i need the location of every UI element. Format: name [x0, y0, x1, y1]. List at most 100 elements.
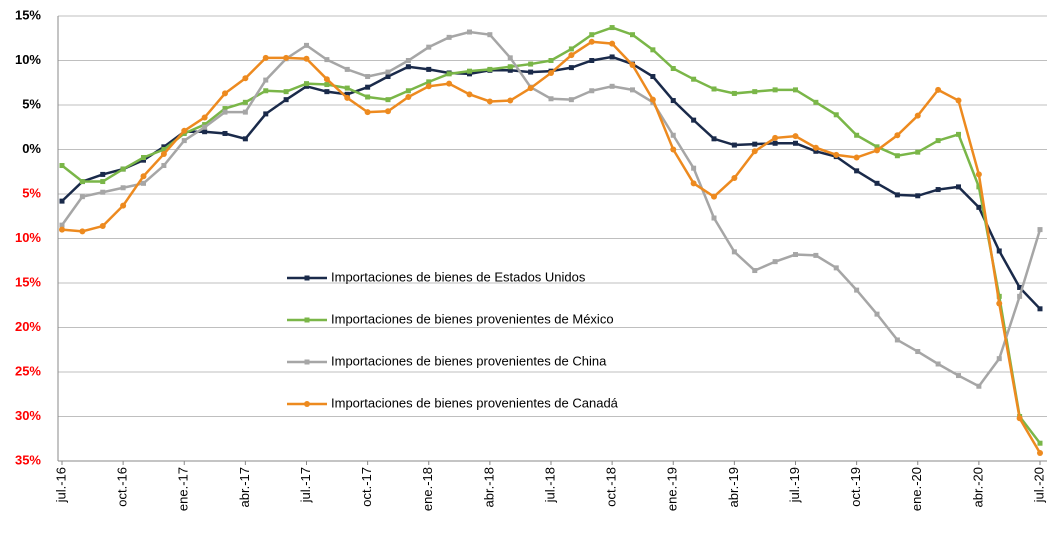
- data-point: [487, 32, 493, 38]
- data-point: [813, 252, 819, 258]
- data-point: [915, 193, 921, 199]
- data-point: [263, 111, 269, 117]
- data-point: [772, 87, 778, 93]
- data-point: [304, 83, 309, 89]
- data-point: [1017, 284, 1023, 290]
- data-point: [303, 55, 310, 62]
- data-point: [222, 106, 228, 112]
- y-tick-label: 0%: [22, 141, 41, 156]
- data-point: [426, 79, 432, 85]
- data-point: [996, 356, 1002, 362]
- data-point: [996, 248, 1002, 254]
- x-tick-label: oct.-18: [604, 467, 619, 507]
- data-point: [385, 69, 391, 75]
- data-point: [650, 74, 656, 80]
- data-point: [711, 136, 717, 142]
- data-point: [731, 174, 738, 181]
- data-point: [1037, 449, 1043, 456]
- x-tick-label: jul.-17: [298, 467, 313, 503]
- data-point: [100, 189, 106, 195]
- data-point: [405, 64, 411, 70]
- data-point: [976, 184, 982, 190]
- data-point: [344, 94, 351, 101]
- data-point: [222, 109, 228, 115]
- x-tick-label: ene.-18: [420, 467, 435, 511]
- series-line: [61, 40, 1042, 454]
- data-point: [263, 77, 269, 83]
- x-tick-label: jul.-20: [1031, 467, 1046, 503]
- data-point: [854, 287, 860, 293]
- data-point: [649, 96, 656, 103]
- data-point: [833, 112, 839, 118]
- data-point: [996, 300, 1003, 307]
- data-point: [589, 58, 595, 63]
- data-point: [507, 55, 513, 61]
- data-point: [691, 165, 697, 171]
- data-point: [670, 132, 676, 138]
- data-point: [467, 71, 472, 77]
- data-point: [1037, 306, 1043, 312]
- data-point: [528, 69, 534, 75]
- data-point: [283, 89, 289, 95]
- data-point: [609, 25, 615, 31]
- data-point: [446, 34, 452, 40]
- data-point: [630, 87, 635, 93]
- data-point: [59, 198, 65, 204]
- data-point: [772, 259, 778, 265]
- data-point: [793, 140, 798, 146]
- data-point: [975, 171, 982, 178]
- data-point: [731, 142, 737, 148]
- data-point: [242, 99, 248, 105]
- data-point: [201, 114, 208, 121]
- x-tick-label: abr.-18: [481, 467, 496, 507]
- data-point: [242, 75, 249, 82]
- series-line: [61, 26, 1041, 444]
- data-point: [344, 66, 350, 72]
- data-point: [324, 89, 330, 95]
- data-point: [120, 202, 127, 209]
- data-point: [691, 117, 697, 123]
- data-point: [589, 88, 595, 94]
- data-point: [650, 47, 656, 53]
- data-point: [874, 311, 880, 317]
- data-point: [956, 184, 961, 190]
- legend-marker: [304, 359, 310, 365]
- data-point: [79, 179, 85, 185]
- data-point: [752, 89, 758, 95]
- data-point: [161, 163, 167, 169]
- x-tick-label: abr.-17: [237, 467, 252, 507]
- data-point: [446, 80, 453, 87]
- data-point: [79, 194, 85, 200]
- data-point: [141, 180, 146, 186]
- data-point: [446, 71, 452, 77]
- data-point: [894, 337, 900, 343]
- data-point: [914, 112, 921, 119]
- data-point: [344, 91, 350, 97]
- y-tick-label: 5%: [22, 96, 41, 111]
- data-point: [507, 67, 513, 73]
- data-point: [548, 96, 554, 102]
- data-point: [691, 76, 697, 82]
- x-tick-label: ene.-17: [176, 467, 191, 511]
- data-point: [568, 52, 575, 59]
- data-point: [935, 138, 941, 144]
- data-point: [486, 98, 493, 105]
- data-point: [711, 215, 717, 221]
- x-tick-label: ene.-20: [909, 467, 924, 511]
- data-point: [242, 109, 248, 115]
- data-point: [670, 146, 677, 153]
- data-point: [976, 383, 982, 389]
- data-point: [79, 228, 86, 235]
- data-point: [262, 54, 269, 61]
- data-point: [1017, 293, 1023, 299]
- data-point: [405, 93, 412, 100]
- data-point: [894, 192, 900, 198]
- legend-label: Importaciones de bienes provenientes de …: [331, 353, 607, 368]
- data-point: [589, 32, 595, 38]
- y-tick-label: 25%: [15, 363, 41, 378]
- data-point: [161, 144, 167, 150]
- data-point: [202, 122, 208, 128]
- x-tick-label: ene.-19: [665, 467, 680, 511]
- y-tick-label: 15%: [15, 7, 41, 22]
- data-point: [609, 54, 615, 60]
